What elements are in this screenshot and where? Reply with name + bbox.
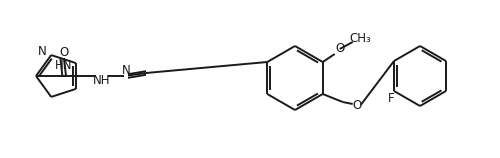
Text: N: N: [38, 45, 46, 58]
Text: N: N: [122, 64, 130, 78]
Text: NH: NH: [93, 75, 111, 88]
Text: HN: HN: [56, 59, 73, 72]
Text: O: O: [352, 98, 362, 112]
Text: F: F: [388, 91, 394, 104]
Text: CH₃: CH₃: [350, 31, 372, 45]
Text: O: O: [335, 43, 344, 55]
Text: O: O: [60, 46, 68, 58]
